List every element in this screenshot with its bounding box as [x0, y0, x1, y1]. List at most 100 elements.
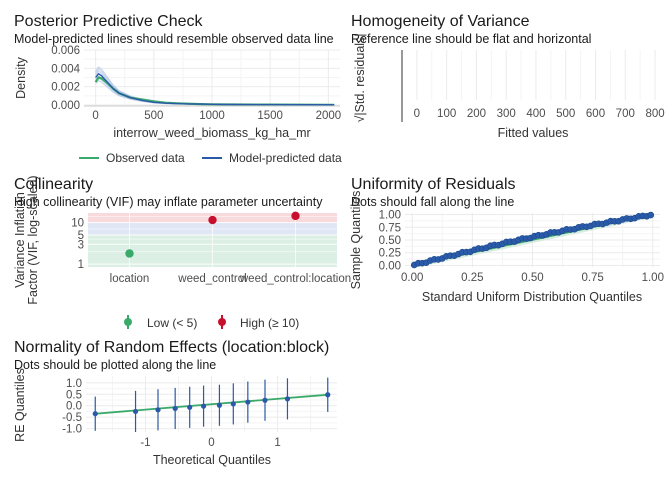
- ppc-predicted-draw-line: [95, 75, 335, 106]
- nre-x-tick-label: 1: [274, 437, 280, 449]
- hov-x-tick-label: 100: [437, 108, 456, 120]
- col-y-tick-label: 3: [78, 239, 84, 251]
- hov-subtitle: Reference line should be flat and horizo…: [351, 32, 591, 46]
- hov-x-label: Fitted values: [498, 126, 569, 140]
- nre-y-tick-label: -0.5: [62, 412, 82, 424]
- ppc-predicted-draw-line: [95, 77, 335, 106]
- col-y-label-line1: Variance Inflation: [13, 192, 27, 288]
- hov-title: Homogeneity of Variance: [351, 13, 530, 30]
- nre-point: [200, 403, 207, 409]
- ppc-y-ticks: 0.000 0.002 0.004 0.006: [51, 45, 80, 112]
- nre-x-tick-label: -1: [140, 437, 150, 449]
- ppc-x-label: interrow_weed_biomass_kg_ha_mr: [113, 126, 310, 140]
- nre-point: [284, 396, 291, 402]
- uor-x-tick-label: 0.25: [461, 272, 483, 284]
- uor-y-tick-label: 0.50: [379, 235, 401, 247]
- ppc-y-label: Density: [14, 56, 28, 98]
- hov-gridlines: [416, 50, 656, 100]
- uor-x-tick-label: 1.00: [642, 272, 664, 284]
- ppc-subtitle: Model-predicted lines should resemble ob…: [14, 32, 334, 46]
- hov-x-tick-label: 0: [414, 108, 420, 120]
- uor-title: Uniformity of Residuals: [351, 176, 516, 193]
- panel-homogeneity-of-variance: Homogeneity of Variance Reference line s…: [351, 13, 665, 140]
- col-vif-point: [208, 215, 217, 225]
- uor-x-tick-label: 0.50: [521, 272, 543, 284]
- hov-x-tick-label: 500: [556, 108, 575, 120]
- legend-low-swatch-dot: [124, 318, 132, 326]
- nre-subtitle: Dots should be plotted along the line: [14, 358, 216, 372]
- ppc-y-tick-label: 0.006: [51, 45, 80, 57]
- uor-y-tick-label: 0.25: [379, 248, 401, 260]
- uor-y-tick-label: 0.00: [379, 260, 401, 272]
- nre-point: [92, 411, 98, 417]
- hov-x-tick-label: 700: [616, 108, 635, 120]
- ppc-x-tick-label: 0: [92, 110, 98, 122]
- uor-y-tick-label: 0.75: [379, 222, 401, 234]
- legend-predicted-label: Model-predicted data: [229, 151, 342, 165]
- col-legend: Low (< 5) High (≥ 10): [124, 315, 299, 330]
- ppc-x-tick-label: 500: [144, 110, 163, 122]
- hov-x-tick-label: 800: [645, 108, 664, 120]
- col-x-tick-label: weed_control: [177, 273, 246, 285]
- nre-point: [155, 407, 161, 413]
- uor-y-tick-label: 1.00: [379, 210, 401, 222]
- panel-collinearity: Collinearity High collinearity (VIF) may…: [13, 175, 351, 330]
- nre-point: [325, 392, 331, 398]
- nre-point: [230, 401, 236, 407]
- uor-y-label: Sample Quantiles: [349, 191, 363, 290]
- ppc-legend: Observed data Model-predicted data: [79, 151, 342, 165]
- uor-x-label: Standard Uniform Distribution Quantiles: [422, 290, 642, 304]
- uor-y-ticks: 0.000.250.500.751.00: [379, 210, 401, 273]
- nre-points: [92, 377, 331, 432]
- legend-high-swatch-dot: [218, 318, 226, 326]
- hov-x-tick-label: 300: [497, 108, 516, 120]
- uor-point: [647, 211, 655, 219]
- nre-point: [172, 405, 178, 412]
- col-x-ticks: location weed_controlweed_control:locatio…: [110, 273, 351, 285]
- nre-y-tick-label: 0.0: [66, 401, 82, 413]
- hov-x-tick-label: 400: [526, 108, 545, 120]
- legend-low-label: Low (< 5): [147, 316, 197, 330]
- ppc-predicted-line: [95, 72, 335, 106]
- nre-y-ticks: -1.0-0.50.00.51.0: [62, 378, 82, 436]
- ppc-y-tick-label: 0.000: [51, 100, 80, 112]
- panel-posterior-predictive-check: Posterior Predictive Check Model-predict…: [14, 13, 342, 165]
- ppc-title: Posterior Predictive Check: [14, 13, 204, 30]
- nre-point: [187, 404, 193, 410]
- ppc-predicted-draw-line: [95, 73, 335, 106]
- ppc-x-ticks: 0 500 1000 1500 2000: [92, 110, 341, 122]
- hov-y-label: √|Std. residuals|: [353, 33, 367, 122]
- nre-y-tick-label: 0.5: [66, 389, 82, 401]
- nre-point: [132, 408, 139, 415]
- uor-x-ticks: 0.00 0.25 0.50 0.75 1.00: [401, 272, 664, 284]
- nre-point: [245, 399, 251, 405]
- ppc-x-tick-label: 2000: [316, 110, 342, 122]
- ppc-x-tick-label: 1500: [257, 110, 283, 122]
- ppc-series: [84, 66, 340, 107]
- uor-points: [410, 211, 655, 269]
- ppc-y-tick-label: 0.004: [51, 63, 80, 75]
- nre-x-tick-label: 0: [208, 437, 214, 449]
- uor-x-tick-label: 0.75: [581, 272, 603, 284]
- ppc-y-tick-label: 0.002: [51, 82, 80, 94]
- col-title: Collinearity: [14, 176, 93, 193]
- hov-x-ticks: 0 100 200 300 400 500 600 700 800: [414, 108, 665, 120]
- col-vif-point: [125, 249, 134, 258]
- nre-y-tick-label: -1.0: [62, 424, 82, 436]
- nre-point: [216, 402, 223, 408]
- panel-normality-of-random-effects: Normality of Random Effects (location:bl…: [13, 339, 337, 467]
- ppc-predicted-draw-line: [95, 79, 335, 106]
- ppc-observed-line: [94, 76, 335, 106]
- nre-x-ticks: -1 0 1: [140, 437, 280, 449]
- nre-gridlines: [86, 376, 337, 432]
- col-subtitle: High collinearity (VIF) may inflate para…: [14, 195, 323, 209]
- legend-observed-label: Observed data: [106, 151, 185, 165]
- nre-title: Normality of Random Effects (location:bl…: [14, 339, 329, 356]
- nre-x-label: Theoretical Quantiles: [153, 453, 271, 467]
- hov-x-tick-label: 600: [586, 108, 605, 120]
- col-y-tick-label: 10: [71, 218, 84, 230]
- hov-x-tick-label: 200: [467, 108, 486, 120]
- legend-high-label: High (≥ 10): [240, 316, 299, 330]
